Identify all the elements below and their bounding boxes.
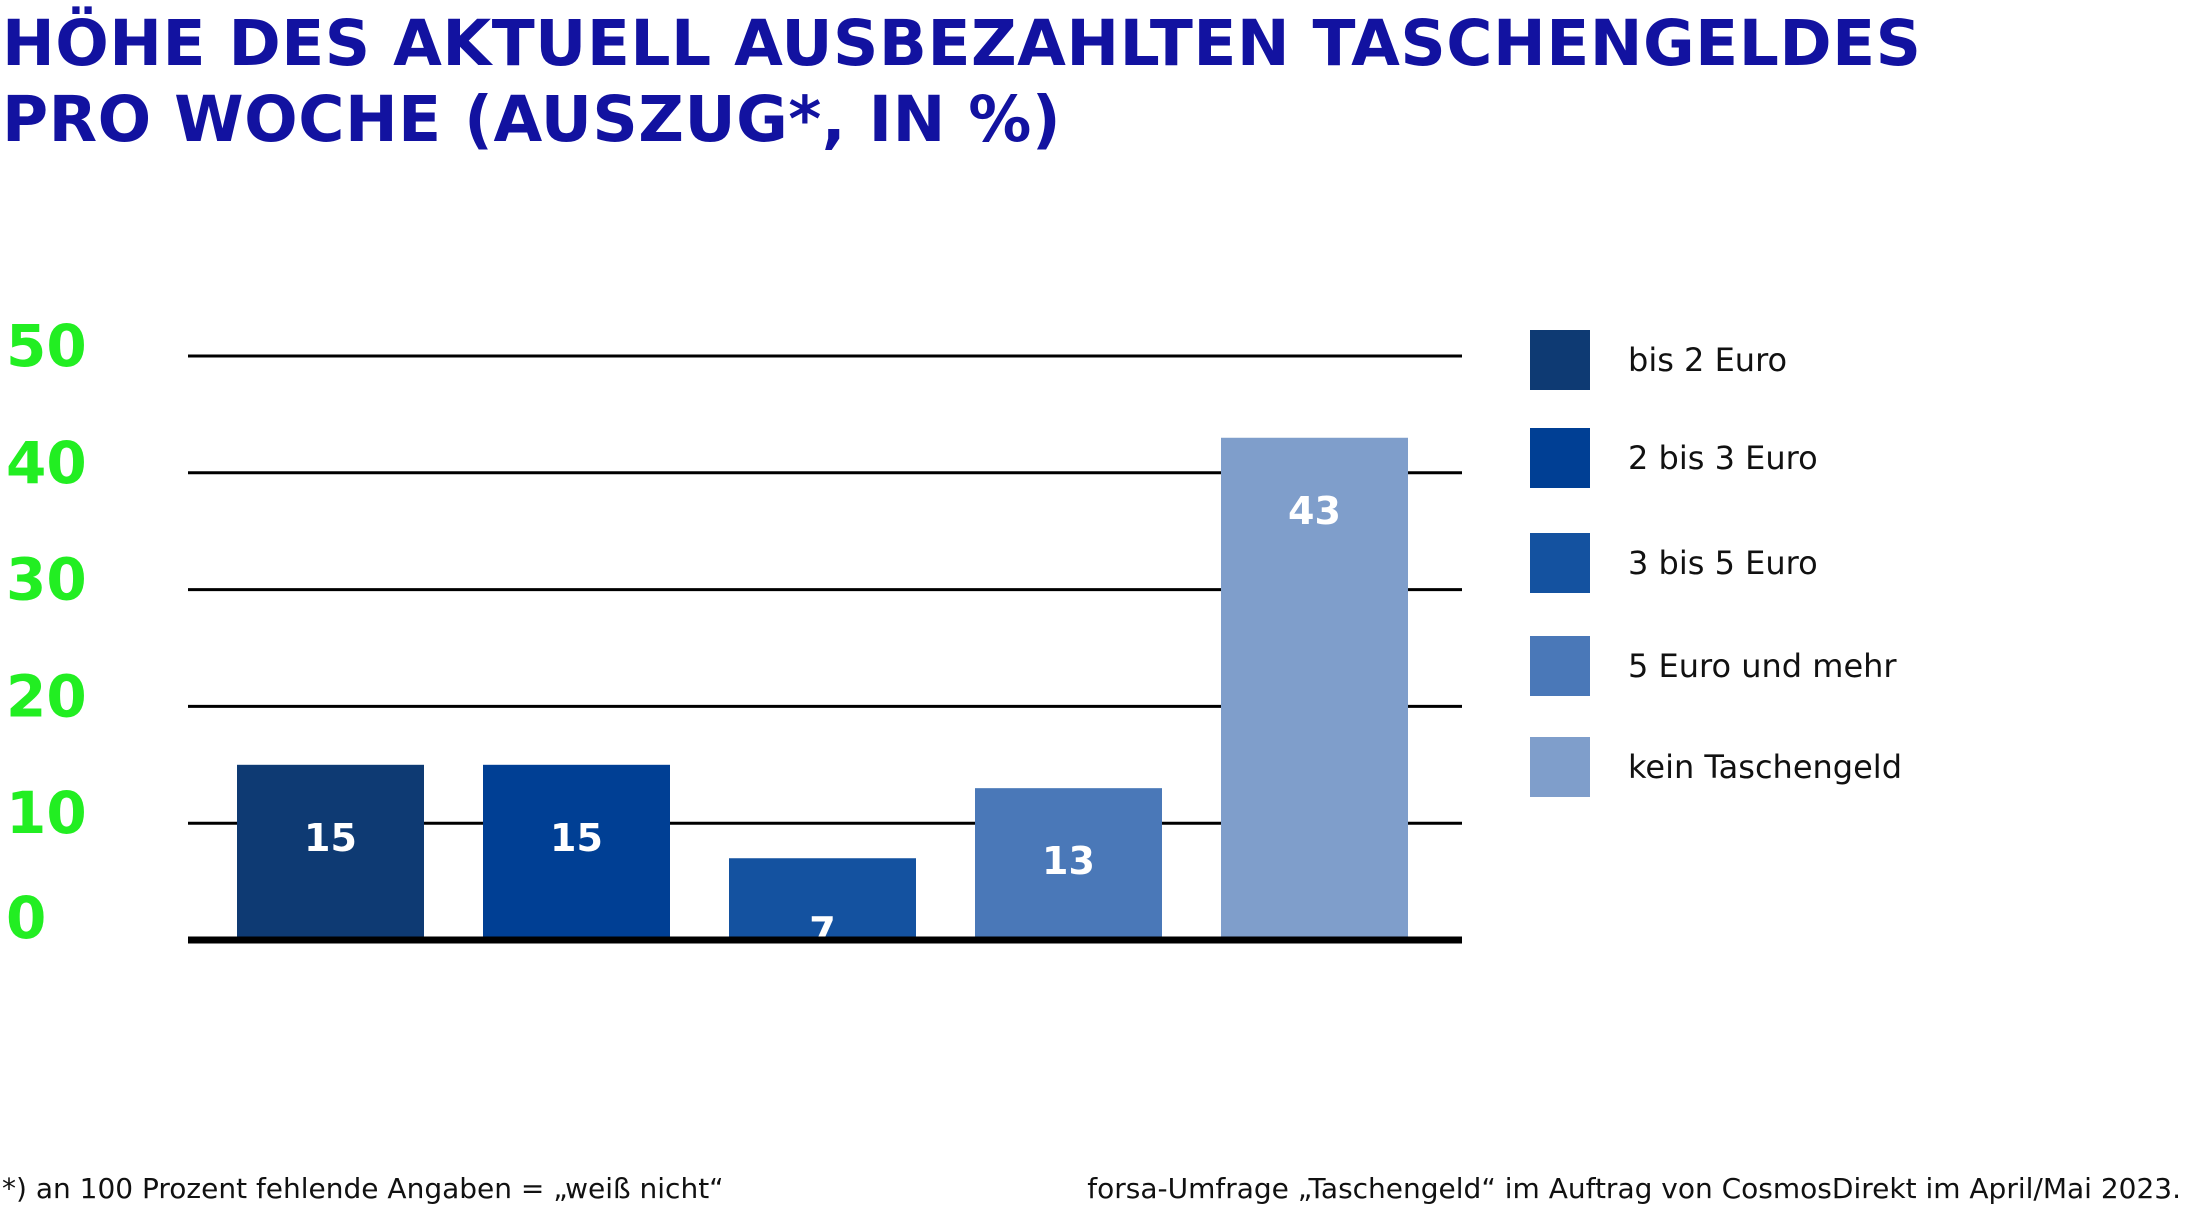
legend-label: bis 2 Euro — [1628, 341, 1788, 379]
bar-3 — [729, 858, 916, 940]
bar-value-label: 15 — [304, 816, 357, 860]
bar-value-label: 13 — [1042, 839, 1095, 883]
legend-item-3-bis-5-euro: 3 bis 5 Euro — [1530, 533, 1818, 593]
legend-label: kein Taschengeld — [1628, 748, 1902, 786]
legend-item-2-bis-3-euro: 2 bis 3 Euro — [1530, 428, 1818, 488]
bar-value-label: 7 — [809, 909, 835, 953]
chart-title-line-1: HÖHE DES AKTUELL AUSBEZAHLTEN TASCHENGEL… — [2, 7, 1922, 80]
legend-swatch — [1530, 533, 1590, 593]
chart-title: HÖHE DES AKTUELL AUSBEZAHLTEN TASCHENGEL… — [2, 6, 1922, 158]
bar-1 — [237, 764, 424, 940]
y-tick-label: 20 — [6, 662, 87, 730]
legend-swatch — [1530, 737, 1590, 797]
legend-label: 3 bis 5 Euro — [1628, 544, 1818, 582]
legend-label: 2 bis 3 Euro — [1628, 439, 1818, 477]
legend-item-bis-2-euro: bis 2 Euro — [1530, 330, 1787, 390]
bar-value-label: 43 — [1288, 489, 1341, 533]
legend-swatch — [1530, 428, 1590, 488]
y-tick-label: 40 — [6, 429, 87, 497]
chart-title-line-2: PRO WOCHE (AUSZUG*, IN %) — [2, 83, 1062, 156]
bar-2 — [483, 764, 670, 940]
y-tick-label: 0 — [6, 884, 46, 952]
legend-swatch — [1530, 330, 1590, 390]
bar-value-labels: 15 15 7 13 43 — [304, 489, 1341, 953]
bar-4 — [975, 788, 1162, 940]
bar-value-label: 15 — [550, 816, 603, 860]
y-tick-label: 30 — [6, 546, 87, 614]
legend-label: 5 Euro und mehr — [1628, 647, 1897, 685]
legend-swatch — [1530, 636, 1590, 696]
legend-item-kein-taschengeld: kein Taschengeld — [1530, 737, 1902, 797]
footnote-missing-answers: *) an 100 Prozent fehlende Angaben = „we… — [2, 1172, 724, 1205]
footnote-source: forsa-Umfrage „Taschengeld“ im Auftrag v… — [1087, 1172, 2181, 1205]
bar-5 — [1221, 437, 1408, 940]
legend-item-5-euro-und-mehr: 5 Euro und mehr — [1530, 636, 1897, 696]
bars — [237, 437, 1408, 940]
y-axis-ticks: 0 10 20 30 40 50 — [6, 312, 87, 952]
y-tick-label: 10 — [6, 779, 87, 847]
y-tick-label: 50 — [6, 312, 87, 380]
